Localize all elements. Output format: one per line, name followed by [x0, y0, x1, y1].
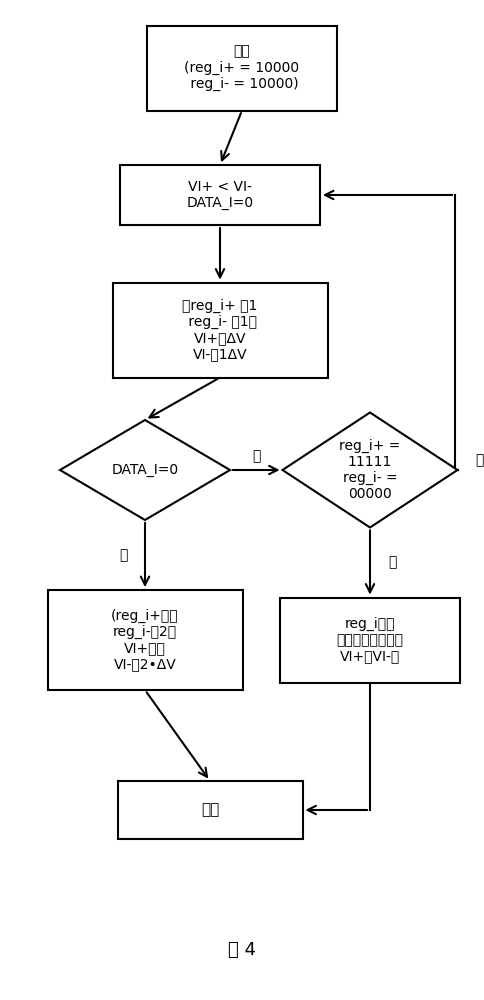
Text: reg_i保持
维持即将溢出时的
VI+及VI-値: reg_i保持 维持即将溢出时的 VI+及VI-値	[336, 617, 404, 663]
Text: 结束: 结束	[201, 802, 219, 818]
FancyBboxPatch shape	[118, 781, 302, 839]
Text: 是: 是	[252, 449, 260, 463]
Text: 否: 否	[119, 548, 127, 562]
Text: （reg_i+ 加1
 reg_i- 共1）
VI+加ΔV
VI-共1ΔV: （reg_i+ 加1 reg_i- 共1） VI+加ΔV VI-共1ΔV	[182, 299, 257, 361]
Text: 开始
(reg_i+ = 10000
 reg_i- = 10000): 开始 (reg_i+ = 10000 reg_i- = 10000)	[184, 45, 300, 91]
Polygon shape	[60, 420, 230, 520]
Text: 图 4: 图 4	[228, 941, 256, 959]
FancyBboxPatch shape	[112, 282, 328, 377]
FancyBboxPatch shape	[47, 590, 242, 690]
FancyBboxPatch shape	[120, 165, 320, 225]
FancyBboxPatch shape	[280, 597, 460, 682]
Text: (reg_i+保持
reg_i-加2）
VI+不变
VI-加2•ΔV: (reg_i+保持 reg_i-加2） VI+不变 VI-加2•ΔV	[111, 609, 179, 671]
FancyBboxPatch shape	[147, 25, 337, 110]
Text: reg_i+ =
11111
reg_i- =
00000: reg_i+ = 11111 reg_i- = 00000	[339, 439, 401, 501]
Text: 是: 是	[388, 556, 396, 570]
Text: VI+ < VI-
DATA_I=0: VI+ < VI- DATA_I=0	[186, 180, 254, 210]
Text: 否: 否	[475, 453, 484, 467]
Text: DATA_I=0: DATA_I=0	[111, 463, 179, 477]
Polygon shape	[283, 412, 457, 528]
